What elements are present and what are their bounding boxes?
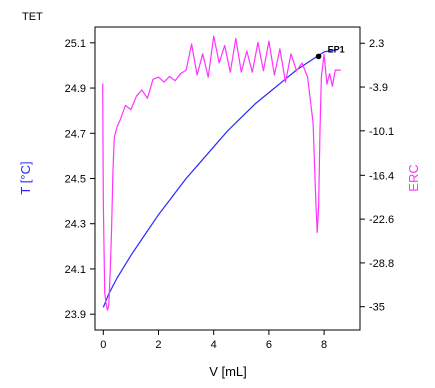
y-tick-label: 24.1 — [65, 264, 86, 276]
x-tick-label: 6 — [266, 339, 272, 351]
y-axis-left: 25.1 24.9 24.7 24.5 24.3 24.1 23.9 — [65, 38, 95, 321]
y-axis-right: 2.3 -3.9 -10.1 -16.4 -22.6 -28.8 -35 — [360, 38, 394, 314]
y2-tick-label: -35 — [369, 302, 385, 314]
y-tick-label: 24.3 — [65, 219, 86, 231]
y2-axis-title: ERC — [406, 164, 421, 191]
x-tick-label: 8 — [321, 339, 327, 351]
y-tick-label: 24.5 — [65, 174, 86, 186]
x-tick-label: 4 — [211, 339, 217, 351]
series-layer — [102, 35, 341, 311]
y-tick-label: 25.1 — [65, 38, 86, 50]
y2-tick-label: 2.3 — [369, 38, 384, 50]
y2-tick-label: -3.9 — [369, 82, 388, 94]
x-tick-label: 0 — [100, 339, 106, 351]
y-tick-label: 23.9 — [65, 309, 86, 321]
y-tick-label: 24.9 — [65, 83, 86, 95]
y2-tick-label: -10.1 — [369, 126, 394, 138]
endpoint-label: EP1 — [328, 44, 345, 54]
y2-tick-label: -16.4 — [369, 170, 394, 182]
x-tick-label: 2 — [155, 339, 161, 351]
temperature-series-line — [102, 49, 338, 308]
chart-title: TET — [22, 11, 43, 23]
x-axis: 0 2 4 6 8 — [100, 330, 327, 351]
endpoint-marker — [315, 53, 322, 60]
x-axis-title: V [mL] — [209, 364, 247, 379]
y2-tick-label: -28.8 — [369, 258, 394, 270]
erc-series-line — [102, 35, 341, 311]
annotation-layer: EP1 — [315, 44, 345, 60]
y2-tick-label: -22.6 — [369, 214, 394, 226]
plot-frame — [94, 26, 361, 331]
y-axis-title: T [°C] — [18, 161, 33, 194]
y-tick-label: 24.7 — [65, 128, 86, 140]
